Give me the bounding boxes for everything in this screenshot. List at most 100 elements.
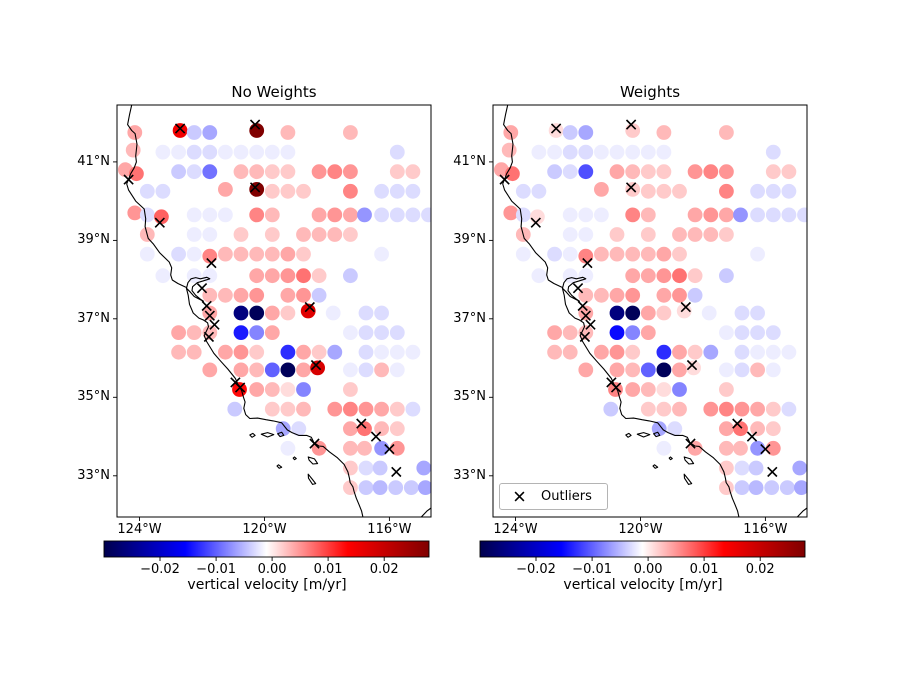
data-point bbox=[249, 268, 265, 284]
y-tick-label: 41°N bbox=[453, 153, 486, 169]
colorbar-label-right: vertical velocity [m/yr] bbox=[563, 577, 723, 593]
island-outline bbox=[683, 473, 693, 485]
data-point bbox=[750, 401, 765, 417]
data-point bbox=[296, 344, 311, 360]
map-layer-weights bbox=[494, 105, 807, 517]
data-point bbox=[405, 183, 421, 199]
data-point bbox=[310, 360, 325, 376]
data-point bbox=[578, 325, 594, 340]
data-point bbox=[171, 164, 187, 180]
data-point bbox=[233, 246, 249, 262]
coastline-path bbox=[126, 105, 364, 517]
data-point bbox=[227, 401, 243, 417]
data-point bbox=[418, 480, 431, 495]
outlier-marker bbox=[196, 283, 208, 294]
data-point bbox=[609, 246, 625, 262]
data-point bbox=[264, 164, 280, 180]
data-point bbox=[656, 362, 672, 378]
data-point bbox=[656, 246, 672, 262]
outlier-marker bbox=[732, 418, 743, 429]
data-point bbox=[343, 401, 358, 417]
data-point bbox=[765, 401, 781, 417]
data-point bbox=[719, 362, 734, 378]
data-point bbox=[202, 362, 218, 378]
data-point bbox=[249, 362, 265, 378]
data-point bbox=[357, 207, 372, 223]
data-point bbox=[233, 287, 249, 303]
data-point bbox=[202, 164, 218, 180]
data-point bbox=[748, 480, 764, 495]
data-point bbox=[358, 325, 374, 340]
data-point bbox=[562, 207, 578, 223]
data-point bbox=[750, 305, 765, 321]
data-point bbox=[233, 164, 249, 180]
data-point bbox=[750, 344, 765, 360]
data-point bbox=[155, 144, 171, 160]
data-point bbox=[202, 207, 218, 223]
data-point bbox=[703, 164, 719, 180]
data-point bbox=[389, 144, 405, 160]
data-point bbox=[578, 362, 594, 378]
data-point bbox=[719, 401, 734, 417]
data-point bbox=[311, 268, 327, 284]
data-point bbox=[374, 305, 389, 321]
colorbar-no-weights bbox=[103, 540, 430, 558]
data-point bbox=[594, 246, 609, 262]
data-point bbox=[609, 287, 625, 303]
data-point bbox=[686, 360, 701, 376]
data-point bbox=[703, 401, 719, 417]
data-point bbox=[781, 401, 797, 417]
y-tick-label: 35°N bbox=[453, 389, 486, 405]
outlier-marker bbox=[499, 174, 510, 185]
data-point bbox=[343, 227, 358, 242]
data-point bbox=[578, 164, 594, 180]
data-point bbox=[750, 325, 765, 340]
data-point bbox=[640, 305, 656, 321]
data-point bbox=[625, 207, 641, 223]
data-point bbox=[358, 480, 374, 495]
data-point bbox=[186, 246, 202, 262]
data-point bbox=[656, 164, 672, 180]
data-point bbox=[501, 142, 517, 158]
data-point bbox=[609, 144, 625, 160]
data-point bbox=[280, 246, 296, 262]
data-point bbox=[296, 382, 311, 397]
data-point bbox=[625, 246, 641, 262]
data-point bbox=[640, 325, 656, 340]
y-tick-label: 33°N bbox=[453, 467, 486, 483]
coastline-gulf-tip bbox=[796, 507, 807, 517]
outlier-marker bbox=[680, 301, 691, 313]
data-point bbox=[155, 183, 171, 199]
data-point bbox=[733, 207, 748, 223]
data-point bbox=[515, 207, 531, 223]
data-point bbox=[343, 382, 358, 397]
data-point bbox=[609, 344, 625, 360]
data-point bbox=[503, 205, 519, 221]
data-point bbox=[218, 144, 233, 160]
island-outline bbox=[277, 431, 285, 438]
data-point bbox=[515, 183, 531, 199]
data-point bbox=[672, 287, 687, 303]
outlier-marker bbox=[767, 466, 778, 478]
outlier-marker bbox=[310, 359, 322, 371]
data-point bbox=[405, 207, 421, 223]
data-point bbox=[374, 440, 389, 456]
x-tick-label: 124°W bbox=[117, 522, 162, 537]
outlier-marker bbox=[174, 123, 186, 134]
data-point bbox=[202, 227, 218, 242]
data-point bbox=[656, 125, 672, 140]
data-point bbox=[171, 344, 187, 360]
data-point bbox=[656, 268, 672, 284]
data-point bbox=[374, 344, 389, 360]
data-point bbox=[139, 246, 155, 262]
data-point bbox=[750, 207, 765, 223]
island-outline bbox=[636, 432, 651, 438]
data-point bbox=[389, 325, 405, 340]
colorbar-weights bbox=[479, 540, 806, 558]
colorbar-tick-label: 0.01 bbox=[313, 562, 343, 577]
data-point bbox=[416, 460, 431, 476]
data-point bbox=[311, 164, 327, 180]
data-point bbox=[625, 164, 641, 180]
data-point bbox=[656, 305, 672, 321]
data-point bbox=[719, 125, 734, 140]
